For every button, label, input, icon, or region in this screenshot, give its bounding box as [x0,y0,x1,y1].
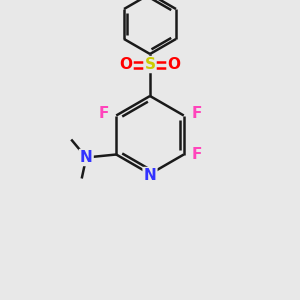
Text: O: O [119,57,133,72]
Text: F: F [191,106,202,122]
Text: O: O [167,57,181,72]
Text: F: F [98,106,109,122]
Text: N: N [144,168,156,183]
Text: N: N [80,150,93,165]
Text: S: S [145,57,155,72]
Text: F: F [191,147,202,162]
